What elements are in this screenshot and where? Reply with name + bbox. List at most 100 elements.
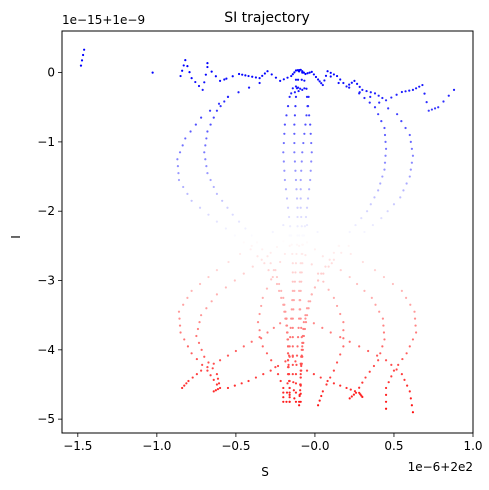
data-point <box>204 144 207 147</box>
data-point <box>295 363 298 366</box>
data-point <box>208 109 212 112</box>
data-point <box>206 369 209 372</box>
data-point <box>381 96 384 100</box>
data-point <box>406 384 409 387</box>
plot-frame <box>61 30 474 434</box>
data-point <box>327 265 330 268</box>
data-point <box>309 178 312 182</box>
data-point <box>296 206 299 209</box>
data-point <box>269 369 272 372</box>
data-point <box>267 269 270 272</box>
data-point <box>224 286 227 289</box>
data-point <box>247 379 250 383</box>
data-point <box>383 338 386 341</box>
data-point <box>272 326 275 329</box>
data-point <box>271 230 274 234</box>
data-point <box>288 345 291 348</box>
data-point <box>205 307 208 310</box>
data-point <box>182 185 185 189</box>
data-point <box>292 308 295 311</box>
data-point <box>279 379 282 383</box>
data-point <box>282 400 285 403</box>
data-point <box>314 75 318 79</box>
data-point <box>297 89 300 93</box>
data-point <box>190 199 193 202</box>
data-point <box>211 367 214 370</box>
data-point <box>304 321 308 324</box>
data-point <box>195 357 198 361</box>
data-point <box>293 114 296 117</box>
data-point <box>409 303 412 306</box>
data-point <box>207 275 210 279</box>
data-point <box>384 147 388 150</box>
data-point <box>383 168 386 171</box>
data-point <box>189 130 192 133</box>
data-point <box>301 334 304 338</box>
data-point <box>409 140 412 143</box>
data-point <box>302 321 305 324</box>
data-point <box>299 376 302 379</box>
data-point <box>299 197 302 200</box>
data-point <box>299 289 302 293</box>
data-point <box>384 99 388 102</box>
data-point <box>301 243 304 246</box>
data-point <box>286 104 290 108</box>
data-point <box>320 272 323 275</box>
data-point <box>284 360 287 363</box>
data-point <box>233 234 236 237</box>
data-point <box>303 225 307 228</box>
data-point <box>305 114 308 117</box>
data-point <box>225 77 228 80</box>
data-point <box>261 74 264 77</box>
data-point <box>300 364 303 368</box>
data-point <box>294 78 298 81</box>
y-tick-label: −4 <box>37 343 55 357</box>
data-point <box>408 390 411 393</box>
data-point <box>410 404 413 407</box>
data-point <box>260 258 263 261</box>
data-point <box>321 255 324 258</box>
data-point <box>254 376 258 379</box>
data-point <box>414 87 418 90</box>
data-point <box>179 74 182 78</box>
data-point <box>291 271 294 274</box>
data-point <box>371 223 374 227</box>
data-point <box>185 382 188 385</box>
data-point <box>301 151 304 154</box>
data-point <box>195 372 198 376</box>
data-point <box>309 123 312 126</box>
data-point <box>392 203 396 206</box>
x-tick-label: 0.5 <box>384 439 403 453</box>
data-point <box>293 141 296 145</box>
data-point <box>299 392 302 395</box>
data-point <box>186 65 189 68</box>
data-point <box>377 113 380 116</box>
data-point <box>380 217 383 220</box>
data-point <box>291 280 294 283</box>
data-point <box>373 269 377 272</box>
data-point <box>348 83 351 86</box>
data-point <box>227 260 230 264</box>
data-point <box>258 329 261 332</box>
data-point <box>298 280 301 283</box>
data-point <box>400 90 403 94</box>
data-point <box>342 329 345 332</box>
data-point <box>186 192 189 195</box>
data-point <box>288 234 291 237</box>
data-point <box>203 81 206 84</box>
data-point <box>370 296 373 299</box>
data-point <box>197 84 201 88</box>
data-point <box>242 345 245 348</box>
data-point <box>295 354 299 357</box>
data-point <box>392 369 396 372</box>
data-point <box>410 147 413 150</box>
data-point <box>219 104 222 108</box>
chart-title: SI trajectory <box>224 10 310 26</box>
data-point <box>215 372 219 376</box>
data-point <box>390 375 393 378</box>
data-point <box>293 289 296 293</box>
data-point <box>184 137 187 140</box>
data-point <box>369 95 372 98</box>
data-point <box>358 91 361 94</box>
